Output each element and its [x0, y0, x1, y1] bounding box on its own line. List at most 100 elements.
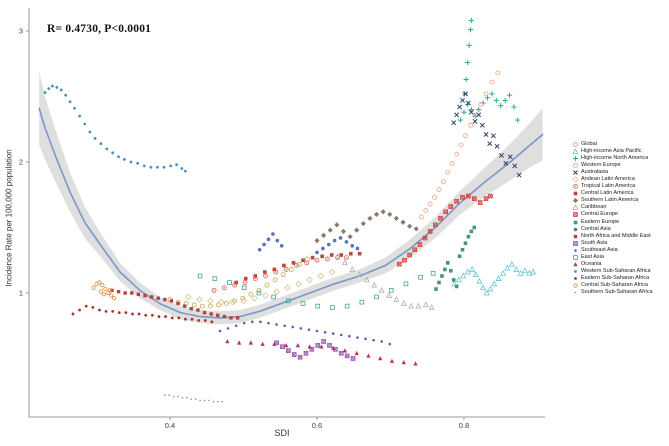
legend-label: Global: [581, 141, 597, 148]
series-australasia: [451, 91, 522, 178]
legend-label: Southern Sub-Saharan Africa: [581, 289, 653, 295]
series-global: [167, 256, 310, 309]
legend-label: Central Sub-Saharan Africa: [581, 281, 648, 288]
legend-marker-circle-open-icon: [573, 163, 578, 169]
legend-label: Central Latin America: [581, 190, 634, 197]
axes: 0.4 0.6 0.8 1 2 3: [19, 8, 545, 430]
legend-item: High-income Asia Pacific: [572, 148, 653, 155]
series-eastern-sub-saharan-africa: [71, 304, 214, 324]
legend-marker-diamond-open-icon: [572, 176, 579, 183]
legend-label: Eastern Europe: [581, 218, 620, 225]
series-western-sub-saharan-africa: [43, 84, 187, 173]
legend-marker-x-icon: [573, 170, 578, 176]
legend-label: Australasia: [581, 169, 609, 176]
series-southern-sub-saharan-africa: [164, 394, 223, 403]
legend-item: East Asia: [572, 254, 653, 261]
series-central-asia: [257, 232, 360, 255]
legend-label: Tropical Latin America: [581, 183, 636, 190]
legend-label: Central Asia: [581, 225, 611, 232]
legend-label: Western Europe: [581, 162, 621, 169]
series-central-sub-saharan-africa: [91, 280, 117, 301]
legend-item: Caribbean: [572, 204, 653, 211]
legend-marker-diamond-icon: [572, 198, 579, 204]
legend-item: Andean Latin America: [572, 176, 653, 183]
legend-marker-square-icon: [573, 192, 578, 196]
series-southern-latin-america: [314, 209, 419, 244]
legend-marker-dot-icon: [574, 291, 577, 294]
legend-item: Eastern Sub-Saharan Africa: [572, 275, 653, 282]
series-tropical-latin-america: [211, 255, 349, 293]
y-tick-label: 3: [19, 27, 23, 36]
legend-item: Southern Latin America: [572, 197, 653, 204]
legend-label: North Africa and Middle East: [581, 232, 651, 239]
x-axis-label: SDI: [274, 428, 290, 438]
legend-marker-plus-icon: [573, 156, 578, 162]
x-tick-label: 0.8: [459, 421, 469, 430]
series-andean-latin-america: [185, 268, 335, 306]
legend-item: Eastern Europe: [572, 219, 653, 226]
series-south-asia: [274, 339, 356, 361]
x-tick-label: 0.4: [165, 421, 175, 430]
series-southeast-asia: [218, 320, 392, 346]
legend-label: High-income North America: [581, 155, 649, 162]
trend-line: [38, 107, 544, 319]
legend-label: Central Europe: [581, 211, 618, 218]
series-eastern-europe: [434, 225, 477, 291]
y-tick-label: 1: [19, 289, 23, 298]
legend-label: South Asia: [581, 239, 608, 246]
legend-item: Western Sub-Saharan Africa: [572, 268, 653, 275]
legend-marker-square-icon: [573, 220, 578, 224]
y-axis-label: Incidence Rate per 100,000 population: [4, 149, 14, 287]
correlation-annotation: R= 0.4730, P<0.0001: [47, 23, 152, 35]
legend-label: Southeast Asia: [581, 246, 618, 253]
legend-marker-triangle-open-icon: [572, 148, 579, 154]
legend-label: Southern Latin America: [581, 197, 639, 204]
legend-item: Tropical Latin America: [572, 183, 653, 190]
legend-item: Global: [572, 141, 653, 148]
legend-marker-dot-icon: [574, 248, 577, 252]
x-tick-label: 0.6: [312, 421, 322, 430]
legend-item: Central Asia: [572, 226, 653, 233]
legend-marker-dot-icon: [574, 269, 577, 273]
series-north-africa-and-middle-east: [110, 288, 240, 320]
legend-item: Central Europe: [572, 211, 653, 218]
legend-item: Australasia: [572, 169, 653, 176]
legend-marker-circle-dot-icon: [573, 184, 578, 190]
legend-marker-dot-icon: [574, 277, 577, 280]
legend-item: Southeast Asia: [572, 247, 653, 254]
legend-item: Southern Sub-Saharan Africa: [572, 289, 653, 296]
legend-marker-square-icon: [573, 234, 578, 238]
series-central-europe: [397, 193, 493, 267]
legend-item: Central Sub-Saharan Africa: [572, 282, 653, 289]
legend-marker-circle-icon: [573, 227, 578, 231]
legend-item: Oceania: [572, 261, 653, 268]
legend-marker-square-x-icon: [573, 212, 578, 218]
series-oceania: [225, 339, 418, 366]
legend: Global High-income Asia Pacific High-incom…: [572, 141, 653, 296]
legend-label: Andean Latin America: [581, 176, 635, 183]
legend-marker-circle-open-icon: [573, 142, 578, 147]
series-east-asia: [197, 271, 436, 310]
legend-label: Oceania: [581, 260, 602, 267]
legend-marker-circle-open-icon: [573, 283, 578, 288]
legend-item: South Asia: [572, 240, 653, 247]
legend-marker-triangle-icon: [573, 261, 578, 267]
legend-item: Central Latin America: [572, 190, 653, 197]
series-caribbean: [334, 252, 435, 310]
series-central-latin-america: [234, 251, 362, 285]
series-high-income-asia-pacific: [451, 260, 537, 296]
series-western-europe: [418, 70, 501, 220]
legend-label: East Asia: [581, 253, 604, 260]
legend-item: Western Europe: [572, 162, 653, 169]
legend-item: High-income North America: [572, 155, 653, 162]
legend-marker-triangle-open-icon: [572, 204, 579, 211]
series-high-income-north-america: [457, 17, 521, 123]
legend-label: Western Sub-Saharan Africa: [581, 267, 651, 274]
legend-label: Caribbean: [581, 204, 607, 211]
y-tick-label: 2: [19, 158, 23, 167]
legend-item: North Africa and Middle East: [572, 233, 653, 240]
legend-marker-square-open-icon: [573, 254, 578, 260]
legend-label: High-income Asia Pacific: [581, 148, 642, 155]
